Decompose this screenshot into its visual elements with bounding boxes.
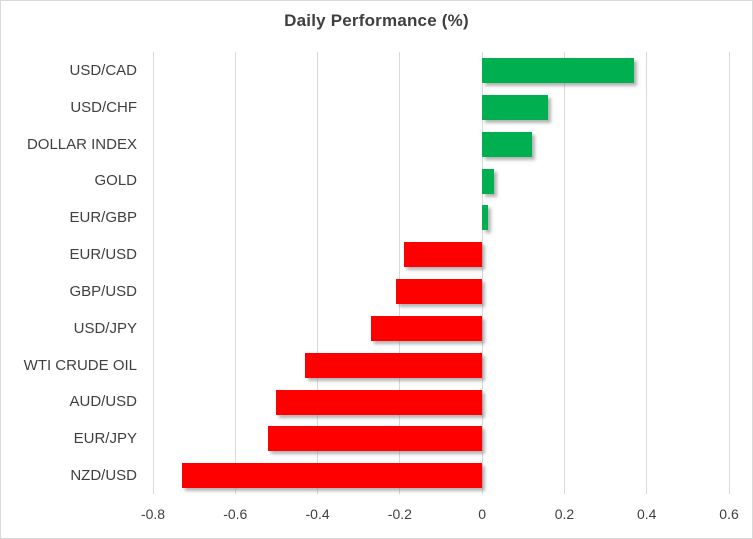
gridline-0.2 <box>563 52 565 494</box>
value-axis: -0.8 -0.6 -0.4 -0.2 0 0.2 0.4 0.6 <box>141 506 739 528</box>
gridline--0.8 <box>152 52 154 494</box>
gridline-0.6 <box>728 52 730 494</box>
category-axis: USD/CAD USD/CHF DOLLAR INDEX GOLD EUR/GBP EUR… <box>1 52 143 494</box>
category-label-aud-usd: AUD/USD <box>69 393 137 411</box>
bar-usd-chf <box>482 94 548 120</box>
bar-nzd-usd <box>181 463 483 489</box>
gridline--0.4 <box>317 52 319 494</box>
bar-eur-usd <box>403 242 483 268</box>
category-label-usd-chf: USD/CHF <box>70 98 137 116</box>
x-tick-label: -0.6 <box>223 506 248 522</box>
bar-gbp-usd <box>395 279 483 304</box>
bar-aud-usd <box>276 389 483 415</box>
category-label-eur-usd: EUR/USD <box>69 246 137 264</box>
category-label-nzd-usd: NZD/USD <box>70 467 137 485</box>
category-label-eur-jpy: EUR/JPY <box>73 430 137 448</box>
chart-title: Daily Performance (%) <box>284 11 469 30</box>
gridline--0.6 <box>234 52 236 494</box>
x-tick-label: 0.4 <box>636 506 657 522</box>
bar-usd-cad <box>482 58 635 83</box>
x-tick-label: 0.6 <box>719 506 739 522</box>
x-tick-label: 0.2 <box>554 506 575 522</box>
x-tick-label: -0.4 <box>305 506 330 522</box>
bar-dollar-index <box>482 131 532 157</box>
bar-eur-gbp <box>482 205 489 231</box>
category-label-dollar-index: DOLLAR INDEX <box>26 135 137 153</box>
category-label-gold: GOLD <box>94 172 137 190</box>
x-tick-label: -0.8 <box>140 506 166 522</box>
bar-wti-crude-oil <box>305 352 483 378</box>
category-label-usd-jpy: USD/JPY <box>73 319 137 337</box>
category-label-usd-cad: USD/CAD <box>69 61 137 79</box>
x-tick-label: 0 <box>478 506 487 522</box>
bar-eur-jpy <box>268 426 483 452</box>
gridline-0.4 <box>646 52 648 494</box>
category-label-eur-gbp: EUR/GBP <box>69 209 137 227</box>
plot-area <box>152 52 730 494</box>
bar-usd-jpy <box>371 315 483 341</box>
bar-gold <box>482 168 495 194</box>
category-label-gbp-usd: GBP/USD <box>69 282 137 300</box>
gridline-0 <box>481 52 483 494</box>
category-label-wti-crude-oil: WTI CRUDE OIL <box>23 356 137 374</box>
x-tick-label: -0.2 <box>387 506 412 522</box>
gridline--0.2 <box>399 52 401 494</box>
